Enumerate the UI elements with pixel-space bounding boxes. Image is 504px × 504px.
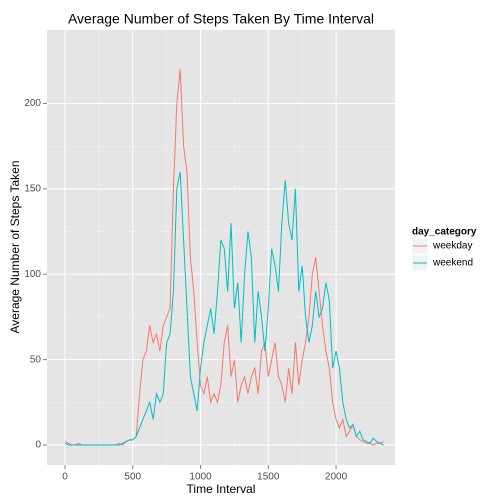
x-tick-label: 1500 — [257, 472, 280, 483]
series-line — [64, 171, 384, 446]
x-tick-label: 0 — [62, 472, 68, 483]
legend-label: weekend — [432, 258, 473, 269]
x-tick-label: 2000 — [325, 472, 348, 483]
legend-title: day_category — [412, 227, 477, 238]
y-tick-label: 50 — [30, 354, 42, 365]
y-tick-label: 150 — [24, 183, 41, 194]
y-tick-label: 100 — [24, 269, 41, 280]
x-tick-label: 1000 — [189, 472, 212, 483]
x-axis-title: Time Interval — [187, 482, 256, 496]
plot-panel — [47, 30, 395, 465]
chart-title: Average Number of Steps Taken By Time In… — [68, 11, 374, 27]
y-axis-title: Average Number of Steps Taken — [8, 161, 22, 334]
series-line — [64, 69, 384, 446]
x-tick-label: 500 — [124, 472, 141, 483]
legend-label: weekday — [432, 241, 472, 252]
y-tick-label: 0 — [35, 440, 41, 451]
y-tick-label: 200 — [24, 98, 41, 109]
